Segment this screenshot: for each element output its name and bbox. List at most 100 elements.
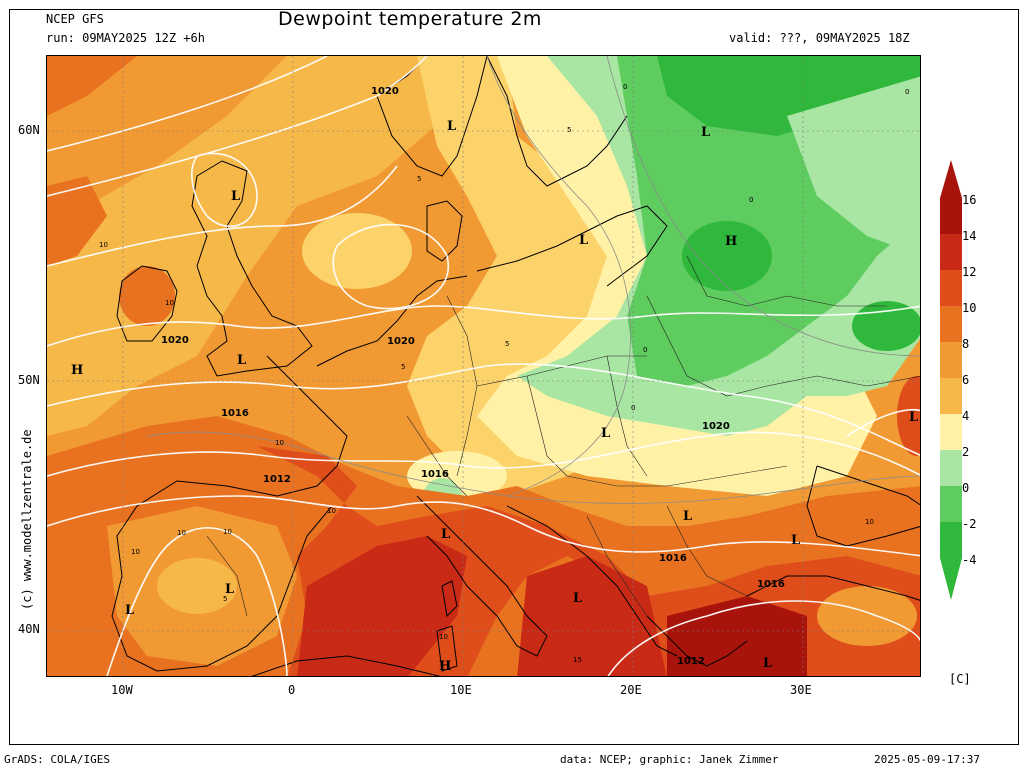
colorbar-swatch (940, 378, 962, 414)
dewpoint-label: 10 (223, 528, 232, 536)
fill-red-westmed (297, 536, 467, 676)
run-info: run: 09MAY2025 12Z +6h (46, 31, 205, 45)
low-center: L (683, 509, 692, 524)
dewpoint-label: 10 (439, 633, 448, 641)
dewpoint-label: 5 (567, 126, 571, 134)
fill-red-ionian (517, 556, 667, 676)
dewpoint-label: 10 (327, 507, 336, 515)
colorbar-tick: 16 (962, 193, 977, 207)
dewpoint-map: 1020 1020 1020 1016 1016 1012 1020 1016 … (46, 55, 921, 677)
isobar-label: 1016 (421, 469, 449, 480)
fill-darkorange-atlantic (47, 176, 107, 266)
fill-orangelight-iberia (157, 558, 237, 614)
dewpoint-label: 0 (749, 196, 753, 204)
colorbar-swatch (940, 414, 962, 450)
low-center: L (225, 582, 234, 597)
lon-label-30e: 30E (790, 683, 812, 697)
lat-label-60n: 60N (18, 123, 40, 137)
isobar-label: 1020 (702, 421, 730, 432)
colorbar-unit: [C] (949, 672, 971, 686)
dewpoint-label: 5 (505, 340, 509, 348)
dewpoint-label: 15 (573, 656, 582, 664)
low-center: L (231, 189, 240, 204)
colorbar-swatch (940, 306, 962, 342)
dewpoint-labels: 10 10 10 10 10 10 10 10 10 5 5 5 5 5 0 0… (99, 83, 909, 664)
colorbar-swatch (940, 234, 962, 270)
isobar-label: 1020 (371, 86, 399, 97)
low-center: L (237, 353, 246, 368)
isobar-label: 1012 (263, 474, 291, 485)
high-center: H (71, 363, 83, 378)
isobar-label: 1016 (659, 553, 687, 564)
isobar-label: 1020 (387, 336, 415, 347)
dewpoint-label: 0 (905, 88, 909, 96)
dewpoint-label: 5 (417, 175, 421, 183)
isobar-label: 1012 (677, 656, 705, 667)
colorbar-swatch (940, 342, 962, 378)
low-center: L (579, 233, 588, 248)
high-center: H (725, 234, 737, 249)
low-center: L (447, 119, 456, 134)
isobar-label: 1020 (161, 335, 189, 346)
side-credit: (c) www.modellzentrale.de (20, 429, 34, 610)
colorbar-tick: -2 (962, 517, 977, 531)
model-name: NCEP GFS (46, 12, 104, 26)
map-title: Dewpoint temperature 2m (278, 8, 542, 30)
low-center: L (573, 591, 582, 606)
footer-data-credit: data: NCEP; graphic: Janek Zimmer (560, 753, 779, 766)
lon-label-20e: 20E (620, 683, 642, 697)
isobar-contours (47, 56, 920, 676)
low-center: L (701, 125, 710, 140)
isobar-label: 1016 (757, 579, 785, 590)
latlon-grid (47, 56, 920, 676)
fill-lightgreen-ne (787, 76, 920, 256)
low-center: L (791, 533, 800, 548)
low-center: L (125, 603, 134, 618)
low-center: L (601, 426, 610, 441)
valid-time: valid: ???, 09MAY2025 18Z (729, 31, 910, 45)
colorbar (940, 160, 962, 600)
colorbar-bottom-arrow (940, 558, 962, 600)
lat-label-40n: 40N (18, 622, 40, 636)
dewpoint-label: 10 (865, 518, 874, 526)
colorbar-tick: 8 (962, 337, 970, 351)
isobar-labels: 1020 1020 1020 1016 1016 1012 1020 1016 … (161, 86, 785, 667)
colorbar-tick: -4 (962, 553, 977, 567)
low-center: L (909, 410, 918, 425)
colorbar-tick: 4 (962, 409, 970, 423)
dewpoint-label: 10 (131, 548, 140, 556)
lon-label-10e: 10E (450, 683, 472, 697)
footer-grads: GrADS: COLA/IGES (4, 753, 110, 766)
lat-label-50n: 50N (18, 373, 40, 387)
fill-yellow-northsea (302, 213, 412, 289)
colorbar-swatch (940, 450, 962, 486)
dewpoint-label: 0 (643, 346, 647, 354)
map-canvas: 1020 1020 1020 1016 1016 1012 1020 1016 … (47, 56, 920, 676)
fill-deepgreen-belarus (682, 221, 772, 291)
colorbar-tick: 0 (962, 481, 970, 495)
dewpoint-label: 10 (99, 241, 108, 249)
low-center: L (441, 527, 450, 542)
colorbar-tick: 12 (962, 265, 977, 279)
colorbar-swatch (940, 486, 962, 522)
colorbar-tick: 10 (962, 301, 977, 315)
dewpoint-label: 0 (631, 404, 635, 412)
dewpoint-label: 10 (165, 299, 174, 307)
dewpoint-label: 10 (275, 439, 284, 447)
dewpoint-label: 5 (401, 363, 405, 371)
fill-darkred-aegean (667, 596, 807, 676)
isobar-label: 1016 (221, 408, 249, 419)
colorbar-top-arrow (940, 160, 962, 198)
fill-darkorange-nw (47, 56, 137, 116)
lon-label-0: 0 (288, 683, 296, 697)
pressure-centers: L L L L L L L L L L L L L L H H H (71, 119, 918, 674)
low-center: L (763, 656, 772, 671)
colorbar-tick: 6 (962, 373, 970, 387)
fill-redorange-blacksea (897, 376, 920, 456)
lon-label-10w: 10W (111, 683, 133, 697)
colorbar-swatch (940, 270, 962, 306)
footer-timestamp: 2025-05-09-17:37 (874, 753, 980, 766)
high-center: H (439, 659, 451, 674)
dewpoint-label: 5 (223, 595, 227, 603)
fill-darkorange-ireland (119, 266, 175, 326)
